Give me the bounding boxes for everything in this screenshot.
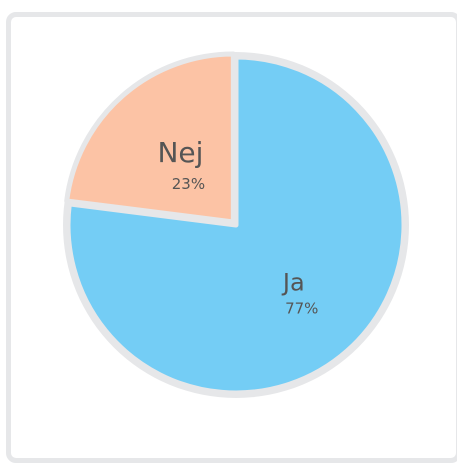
slice-label: Nej [157,136,203,169]
pie-slice [64,51,236,225]
slice-value-label: 77% [285,300,318,318]
slice-value-label: 23% [172,175,205,193]
pie-slice [65,54,407,396]
slice-label: Ja [281,269,305,297]
